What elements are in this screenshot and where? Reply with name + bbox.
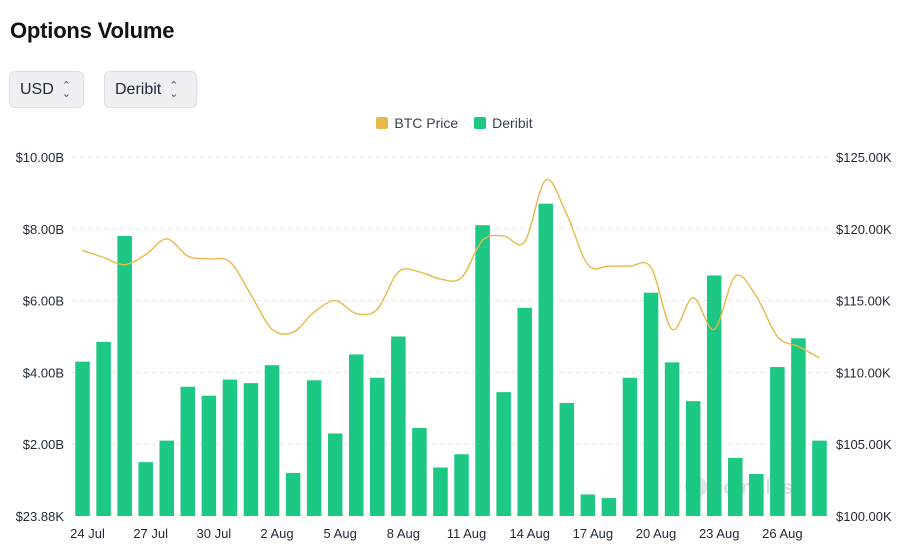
bar-deribit bbox=[222, 379, 238, 516]
bar-deribit bbox=[327, 433, 343, 516]
y-right-tick-label: $100.00K bbox=[836, 509, 892, 524]
bar-deribit bbox=[749, 473, 764, 516]
bar-deribit bbox=[433, 467, 448, 516]
y-right-tick-label: $110.00K bbox=[836, 365, 891, 380]
bar-deribit bbox=[348, 354, 364, 516]
bar-deribit bbox=[243, 383, 259, 516]
x-tick-label: 24 Jul bbox=[70, 526, 105, 541]
bar-deribit bbox=[454, 454, 469, 516]
bar-deribit bbox=[159, 440, 175, 516]
x-tick-label: 27 Jul bbox=[133, 526, 168, 541]
bar-deribit bbox=[580, 494, 596, 516]
bar-deribit bbox=[117, 235, 132, 517]
legend-label-btc-price: BTC Price bbox=[394, 115, 459, 131]
bar-deribit bbox=[517, 307, 532, 516]
bar-deribit bbox=[475, 225, 490, 516]
bar-deribit bbox=[201, 395, 217, 516]
chart-legend: BTC Price Deribit bbox=[0, 115, 909, 131]
x-tick-label: 8 Aug bbox=[387, 526, 420, 541]
legend-label-deribit: Deribit bbox=[492, 115, 533, 131]
x-tick-label: 14 Aug bbox=[509, 526, 550, 541]
y-left-tick-label: $4.00B bbox=[23, 365, 64, 380]
legend-swatch-deribit bbox=[474, 117, 487, 129]
x-tick-label: 17 Aug bbox=[573, 526, 614, 541]
bar-deribit bbox=[180, 386, 196, 516]
bar-deribit bbox=[812, 440, 827, 516]
bar-deribit bbox=[685, 401, 701, 516]
bar-deribit bbox=[538, 203, 554, 517]
bar-deribit bbox=[370, 377, 385, 516]
bar-deribit bbox=[306, 380, 322, 516]
bar-deribit bbox=[75, 361, 90, 516]
y-left-tick-label: $8.00B bbox=[23, 222, 64, 237]
exchange-select[interactable]: Deribit ⌃ ⌄ bbox=[104, 71, 197, 108]
page-title: Options Volume bbox=[10, 18, 175, 43]
bar-deribit bbox=[96, 341, 111, 516]
bar-deribit bbox=[601, 498, 617, 516]
bar-deribit bbox=[643, 292, 659, 516]
x-tick-label: 20 Aug bbox=[636, 526, 677, 541]
y-right-tick-label: $120.00K bbox=[836, 222, 892, 237]
x-tick-label: 30 Jul bbox=[197, 526, 232, 541]
bar-deribit bbox=[791, 338, 806, 516]
y-left-tick-label: $10.00B bbox=[16, 150, 64, 165]
x-tick-label: 23 Aug bbox=[699, 526, 740, 541]
x-tick-label: 5 Aug bbox=[324, 526, 357, 541]
y-left-tick-label: $2.00B bbox=[23, 437, 64, 452]
bar-deribit bbox=[264, 365, 280, 516]
y-right-tick-label: $125.00K bbox=[836, 150, 892, 165]
exchange-select-value: Deribit bbox=[115, 80, 162, 98]
y-right-tick-label: $105.00K bbox=[836, 437, 892, 452]
y-right-tick-label: $115.00K bbox=[836, 294, 891, 309]
currency-select[interactable]: USD ⌃ ⌄ bbox=[9, 71, 84, 108]
line-btc-price bbox=[82, 178, 820, 359]
bar-deribit bbox=[559, 402, 575, 516]
bar-deribit bbox=[496, 392, 511, 516]
legend-swatch-btc-price bbox=[376, 117, 389, 129]
x-tick-label: 2 Aug bbox=[260, 526, 293, 541]
bar-deribit bbox=[706, 275, 722, 516]
y-left-tick-label: $23.88K bbox=[16, 509, 65, 524]
legend-item-deribit[interactable]: Deribit bbox=[474, 115, 533, 131]
bar-deribit bbox=[391, 336, 406, 516]
bar-deribit bbox=[664, 362, 680, 516]
bar-deribit bbox=[770, 367, 785, 516]
bar-deribit bbox=[727, 457, 743, 516]
chevron-up-down-icon: ⌃ ⌄ bbox=[61, 79, 71, 100]
bar-deribit bbox=[622, 377, 638, 516]
chevron-up-down-icon: ⌃ ⌄ bbox=[169, 79, 179, 100]
x-tick-label: 26 Aug bbox=[762, 526, 803, 541]
bar-deribit bbox=[285, 472, 301, 516]
x-tick-label: 11 Aug bbox=[447, 526, 487, 541]
y-left-tick-label: $6.00B bbox=[23, 294, 64, 309]
currency-select-value: USD bbox=[20, 80, 54, 98]
bar-deribit bbox=[412, 428, 427, 516]
bar-deribit bbox=[138, 462, 153, 516]
legend-item-btc-price[interactable]: BTC Price bbox=[376, 115, 458, 131]
